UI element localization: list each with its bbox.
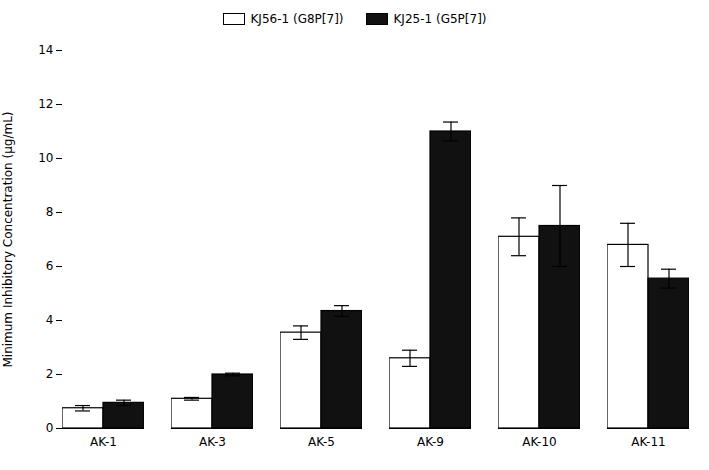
svg-text:6: 6 xyxy=(46,259,54,273)
svg-text:AK-11: AK-11 xyxy=(631,435,665,449)
svg-text:AK-3: AK-3 xyxy=(199,435,226,449)
svg-text:2: 2 xyxy=(46,367,54,381)
svg-text:AK-10: AK-10 xyxy=(522,435,556,449)
svg-text:14: 14 xyxy=(38,43,53,57)
svg-text:0: 0 xyxy=(46,421,54,435)
html-text:KJ25-1 (G5P[7]): KJ25-1 (G5P[7]) xyxy=(393,12,487,26)
svg-text:4: 4 xyxy=(46,313,54,327)
svg-text:Minimum Inhibitory Concentrati: Minimum Inhibitory Concentration (μg/mL) xyxy=(1,111,15,367)
svg-text:10: 10 xyxy=(38,151,53,165)
svg-text:AK-1: AK-1 xyxy=(90,435,117,449)
html-text:KJ56-1 (G8P[7]): KJ56-1 (G8P[7]) xyxy=(250,12,344,26)
svg-text:8: 8 xyxy=(46,205,54,219)
svg-text:AK-9: AK-9 xyxy=(417,435,444,449)
svg-text:12: 12 xyxy=(38,97,53,111)
svg-text:AK-5: AK-5 xyxy=(308,435,335,449)
